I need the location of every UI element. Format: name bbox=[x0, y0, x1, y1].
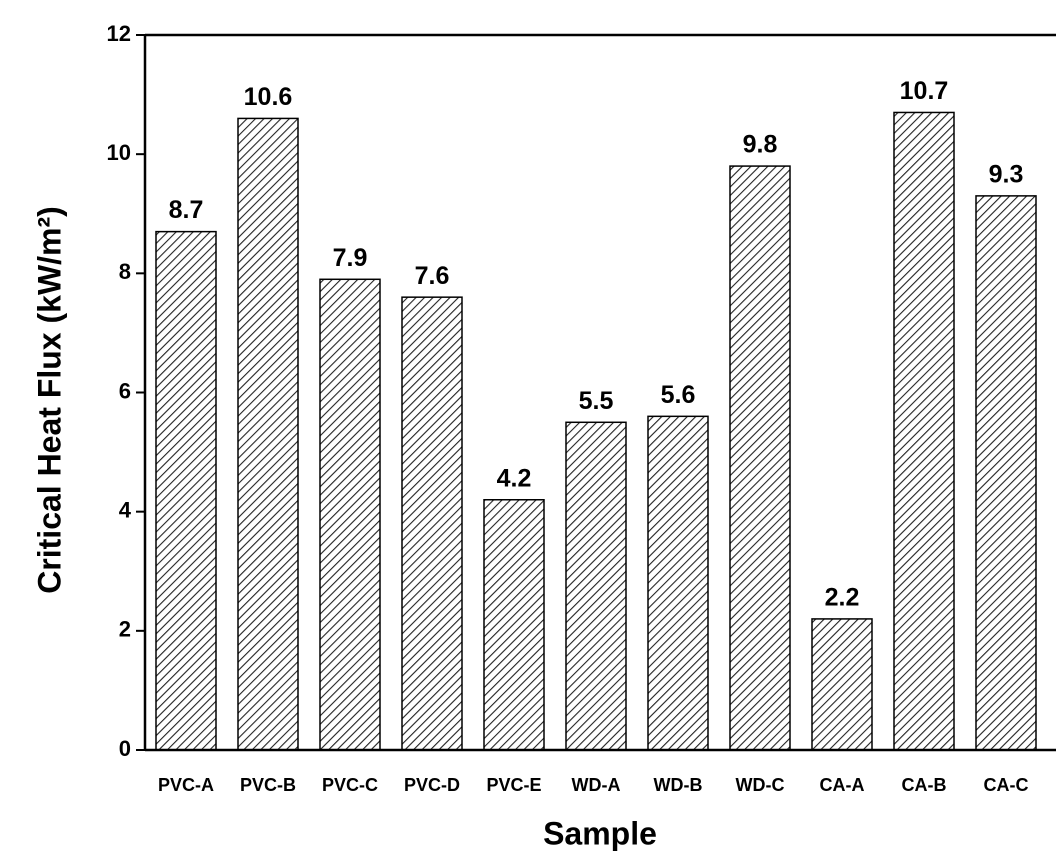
bar bbox=[237, 117, 299, 751]
bar bbox=[483, 499, 545, 751]
value-label: 5.5 bbox=[579, 387, 614, 415]
value-label: 2.2 bbox=[825, 584, 860, 612]
x-axis-title: Sample bbox=[543, 815, 657, 851]
value-label: 10.7 bbox=[900, 77, 949, 105]
bar bbox=[811, 618, 873, 751]
x-tick-label: CA-B bbox=[902, 775, 947, 795]
x-tick-label: PVC-A bbox=[158, 775, 214, 795]
bar bbox=[401, 296, 463, 751]
x-tick-label: PVC-B bbox=[240, 775, 296, 795]
y-tick-label: 2 bbox=[119, 617, 131, 642]
x-tick-label: PVC-E bbox=[486, 775, 541, 795]
x-tick-label: WD-A bbox=[572, 775, 621, 795]
value-label: 7.9 bbox=[333, 244, 368, 272]
value-label: 8.7 bbox=[169, 196, 204, 224]
bar bbox=[565, 421, 627, 751]
value-label: 4.2 bbox=[497, 464, 532, 492]
y-tick-label: 6 bbox=[119, 378, 131, 403]
y-axis-title: Critical Heat Flux (kW/m²) bbox=[31, 206, 67, 594]
bar bbox=[729, 165, 791, 751]
x-tick-label: PVC-C bbox=[322, 775, 378, 795]
y-tick-label: 12 bbox=[107, 21, 131, 46]
bar bbox=[319, 278, 381, 751]
value-label: 5.6 bbox=[661, 381, 696, 409]
value-label: 10.6 bbox=[244, 83, 293, 111]
value-label: 9.3 bbox=[989, 160, 1024, 188]
bar bbox=[975, 195, 1037, 751]
y-tick-label: 10 bbox=[107, 140, 131, 165]
value-label: 7.6 bbox=[415, 262, 450, 290]
value-label: 9.8 bbox=[743, 131, 778, 159]
y-tick-label: 0 bbox=[119, 736, 131, 761]
bar bbox=[893, 111, 955, 751]
y-tick-label: 4 bbox=[119, 497, 132, 522]
x-tick-label: PVC-D bbox=[404, 775, 460, 795]
bar bbox=[647, 415, 709, 751]
x-tick-label: CA-A bbox=[820, 775, 865, 795]
bar bbox=[155, 230, 217, 751]
y-tick-label: 8 bbox=[119, 259, 131, 284]
x-tick-label: WD-B bbox=[654, 775, 703, 795]
x-tick-label: CA-C bbox=[984, 775, 1029, 795]
x-tick-label: WD-C bbox=[736, 775, 785, 795]
